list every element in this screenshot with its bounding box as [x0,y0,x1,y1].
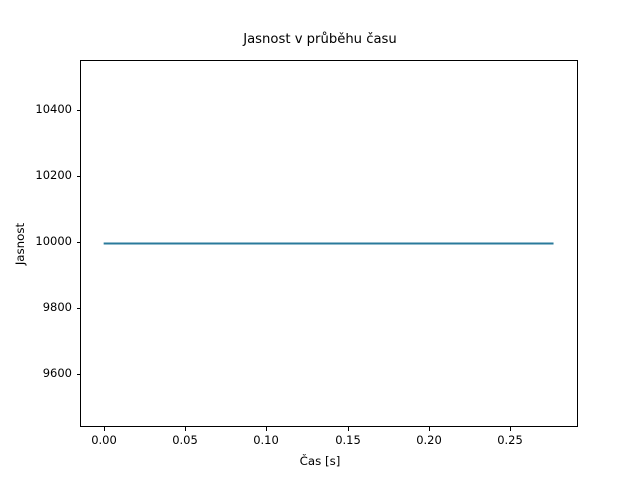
ytick-label-9800: 9800 [42,300,72,314]
xtick-label-010: 0.10 [253,433,279,447]
xtick-label-015: 0.15 [335,433,361,447]
xtick-mark-010 [266,427,267,431]
ytick-label-9600: 9600 [42,366,72,380]
ytick-label-10200: 10200 [35,168,72,182]
xtick-mark-025 [510,427,511,431]
x-axis-label: Čas [s] [299,454,341,468]
xtick-label-000: 0.00 [91,433,117,447]
xtick-label-025: 0.25 [497,433,523,447]
ytick-mark-10000 [76,242,80,243]
ytick-mark-9800 [76,308,80,309]
plot-lines-layer [103,242,554,245]
ytick-mark-9600 [76,374,80,375]
ytick-label-10000: 10000 [35,234,72,248]
xtick-mark-005 [185,427,186,431]
y-axis-label: Jasnost [13,222,27,266]
ytick-label-10400: 10400 [35,102,72,116]
ytick-mark-10200 [76,176,80,177]
xtick-mark-015 [348,427,349,431]
chart-title: Jasnost v průběhu času [243,32,397,47]
xtick-mark-000 [104,427,105,431]
xtick-label-020: 0.20 [416,433,442,447]
xtick-label-005: 0.05 [172,433,198,447]
xtick-mark-020 [429,427,430,431]
ytick-mark-10400 [76,110,80,111]
plot-axes-area [80,60,578,427]
y-axis-label-container: Jasnost [0,0,28,480]
